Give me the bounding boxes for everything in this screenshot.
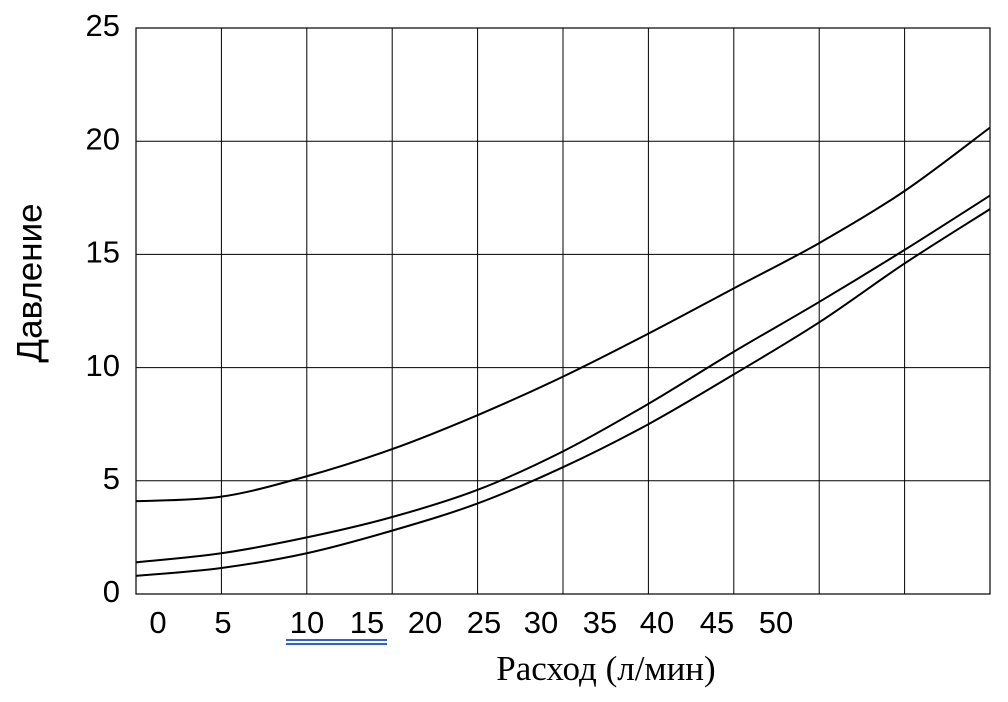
x-tick-label: 50 (759, 605, 793, 640)
x-tick-label: 15 (350, 605, 384, 640)
y-tick-label: 0 (103, 574, 120, 609)
line-series (135, 208, 991, 577)
x-axis-label: Расход (л/мин) (496, 649, 715, 688)
x-tick-label: 5 (214, 605, 231, 640)
y-tick-label: 10 (86, 348, 120, 383)
x-tick-label: 0 (149, 605, 166, 640)
line-series (135, 194, 991, 564)
x-tick-label: 20 (408, 605, 442, 640)
y-axis-label: Давление (10, 203, 49, 362)
x-tick-label: 35 (583, 605, 617, 640)
y-tick-label: 5 (103, 461, 120, 496)
y-tick-label: 20 (86, 121, 120, 156)
x-tick-label: 10 (290, 605, 324, 640)
x-tick-label: 45 (700, 605, 734, 640)
line-series (135, 126, 991, 503)
y-tick-label: 15 (86, 235, 120, 270)
x-tick-label: 30 (524, 605, 558, 640)
x-tick-label: 40 (640, 605, 674, 640)
x-tick-label: 25 (467, 605, 501, 640)
y-tick-label: 25 (86, 8, 120, 43)
